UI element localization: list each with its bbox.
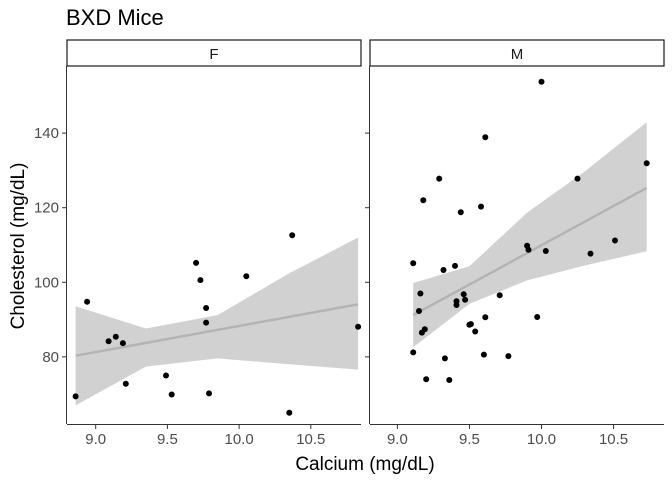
x-tick-label: 10.0 — [224, 431, 253, 448]
data-point — [453, 298, 460, 305]
data-point — [480, 351, 487, 358]
data-point — [203, 305, 210, 311]
data-point — [105, 338, 112, 345]
data-point — [478, 203, 484, 210]
confidence-band — [75, 237, 359, 406]
data-point — [457, 209, 464, 216]
data-point — [542, 248, 549, 254]
data-point — [472, 328, 479, 335]
data-point — [417, 290, 424, 297]
data-point — [243, 273, 250, 280]
data-point — [122, 380, 129, 387]
data-point — [482, 134, 489, 141]
data-point — [441, 355, 448, 362]
data-point — [410, 349, 417, 356]
x-tick-label: 10.0 — [527, 431, 556, 448]
y-tick-label: 100 — [34, 274, 59, 291]
x-axes: 9.0 9.5 10.0 10.5 9.0 9.5 10.0 10.5 — [67, 424, 664, 448]
data-point — [440, 267, 447, 273]
data-point — [496, 292, 503, 299]
y-axis: 80 100 120 140 — [34, 125, 370, 366]
confidence-band — [413, 122, 647, 348]
data-point — [416, 308, 422, 314]
data-point — [467, 321, 474, 328]
x-axis-title: Calcium (mg/dL) — [295, 454, 434, 475]
data-point — [355, 323, 362, 330]
data-point — [534, 314, 541, 320]
data-point — [538, 78, 545, 85]
data-point — [446, 377, 453, 383]
x-tick-label: 10.5 — [296, 431, 325, 448]
data-point — [612, 237, 618, 244]
data-point — [643, 160, 650, 167]
y-tick-label: 140 — [34, 125, 59, 142]
data-point — [289, 232, 296, 239]
fit-line — [75, 303, 359, 357]
data-point — [460, 291, 467, 298]
data-point — [168, 391, 175, 398]
x-tick-label: 9.0 — [85, 431, 106, 448]
data-point — [587, 250, 594, 257]
data-point — [423, 376, 430, 383]
data-point — [163, 372, 169, 379]
y-tick-label: 120 — [34, 200, 59, 217]
data-point — [112, 333, 119, 340]
data-point — [203, 319, 210, 326]
facet-strip-label: F — [209, 46, 218, 63]
data-point — [206, 390, 212, 397]
facet-strip — [369, 39, 665, 67]
y-axis-title: Cholesterol (mg/dL) — [8, 163, 29, 330]
data-point — [119, 340, 126, 347]
data-point — [452, 262, 458, 269]
data-point — [574, 175, 581, 182]
x-tick-label: 9.5 — [157, 431, 178, 448]
x-tick-label: 9.5 — [459, 431, 480, 448]
facet-strip-label: M — [511, 46, 524, 63]
data-point — [410, 260, 417, 267]
facet-strip — [66, 39, 362, 67]
x-tick-label: 9.0 — [387, 431, 408, 448]
data-point — [84, 298, 91, 305]
data-point — [193, 259, 200, 266]
y-tick-label: 80 — [42, 349, 59, 366]
data-point — [286, 409, 293, 416]
facet-panel-f: F — [66, 39, 362, 424]
x-axis-m: 9.0 9.5 10.0 10.5 — [370, 424, 664, 448]
data-point — [421, 326, 428, 333]
data-point — [436, 175, 443, 182]
data-point — [482, 314, 489, 321]
facet-panel-m: M — [369, 39, 665, 424]
data-point — [197, 277, 204, 284]
data-point — [525, 246, 532, 253]
data-point — [505, 353, 512, 360]
chart-title: BXD Mice — [66, 5, 164, 30]
data-point — [462, 296, 469, 303]
data-point — [420, 197, 427, 204]
x-tick-label: 10.5 — [599, 431, 628, 448]
data-point — [72, 393, 79, 400]
x-axis-f: 9.0 9.5 10.0 10.5 — [67, 424, 361, 448]
